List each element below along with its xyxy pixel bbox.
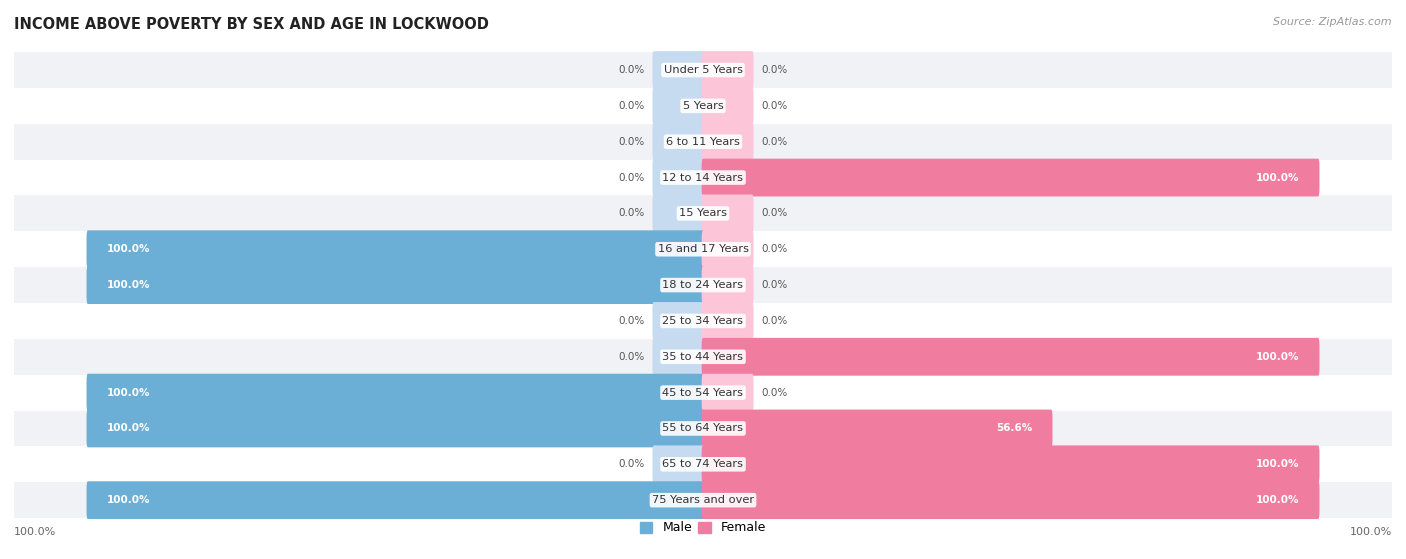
Text: 0.0%: 0.0%: [762, 244, 787, 254]
Text: 0.0%: 0.0%: [619, 209, 644, 219]
FancyBboxPatch shape: [652, 159, 704, 196]
Bar: [0, 410, 1406, 447]
FancyBboxPatch shape: [87, 266, 704, 304]
Text: 0.0%: 0.0%: [762, 137, 787, 146]
Text: 100.0%: 100.0%: [1256, 352, 1299, 362]
Text: 0.0%: 0.0%: [619, 459, 644, 470]
Bar: [0, 196, 1406, 231]
FancyBboxPatch shape: [702, 266, 754, 304]
Bar: [0, 339, 1406, 375]
Text: 25 to 34 Years: 25 to 34 Years: [662, 316, 744, 326]
Text: 100.0%: 100.0%: [1256, 173, 1299, 183]
Text: 6 to 11 Years: 6 to 11 Years: [666, 137, 740, 146]
FancyBboxPatch shape: [702, 481, 1319, 519]
FancyBboxPatch shape: [652, 302, 704, 340]
FancyBboxPatch shape: [702, 195, 754, 233]
Bar: [0, 375, 1406, 410]
Text: 18 to 24 Years: 18 to 24 Years: [662, 280, 744, 290]
Text: 0.0%: 0.0%: [762, 316, 787, 326]
Text: 75 Years and over: 75 Years and over: [652, 495, 754, 505]
Text: 100.0%: 100.0%: [1256, 495, 1299, 505]
Legend: Male, Female: Male, Female: [636, 517, 770, 539]
Text: 0.0%: 0.0%: [762, 387, 787, 397]
Text: 55 to 64 Years: 55 to 64 Years: [662, 424, 744, 433]
FancyBboxPatch shape: [702, 446, 1319, 483]
Text: Under 5 Years: Under 5 Years: [664, 65, 742, 75]
Bar: [0, 88, 1406, 124]
FancyBboxPatch shape: [87, 374, 704, 411]
FancyBboxPatch shape: [702, 338, 1319, 376]
Text: 35 to 44 Years: 35 to 44 Years: [662, 352, 744, 362]
FancyBboxPatch shape: [87, 230, 704, 268]
Bar: [0, 303, 1406, 339]
Text: 65 to 74 Years: 65 to 74 Years: [662, 459, 744, 470]
Text: 12 to 14 Years: 12 to 14 Years: [662, 173, 744, 183]
Text: 100.0%: 100.0%: [107, 495, 150, 505]
Bar: [0, 124, 1406, 160]
Bar: [0, 160, 1406, 196]
Text: 0.0%: 0.0%: [619, 352, 644, 362]
Text: 0.0%: 0.0%: [762, 65, 787, 75]
Text: 0.0%: 0.0%: [619, 65, 644, 75]
FancyBboxPatch shape: [702, 230, 754, 268]
Text: 100.0%: 100.0%: [107, 244, 150, 254]
FancyBboxPatch shape: [652, 87, 704, 125]
FancyBboxPatch shape: [702, 87, 754, 125]
Bar: [0, 447, 1406, 482]
FancyBboxPatch shape: [87, 410, 704, 447]
FancyBboxPatch shape: [87, 481, 704, 519]
Text: 0.0%: 0.0%: [619, 137, 644, 146]
Text: 45 to 54 Years: 45 to 54 Years: [662, 387, 744, 397]
Text: 100.0%: 100.0%: [1256, 459, 1299, 470]
Text: 16 and 17 Years: 16 and 17 Years: [658, 244, 748, 254]
Bar: [0, 231, 1406, 267]
Text: 0.0%: 0.0%: [762, 280, 787, 290]
FancyBboxPatch shape: [702, 51, 754, 89]
Text: 100.0%: 100.0%: [14, 527, 56, 537]
Text: 5 Years: 5 Years: [683, 101, 723, 111]
FancyBboxPatch shape: [652, 338, 704, 376]
Text: 100.0%: 100.0%: [107, 387, 150, 397]
FancyBboxPatch shape: [702, 159, 1319, 196]
FancyBboxPatch shape: [652, 51, 704, 89]
Text: 100.0%: 100.0%: [107, 280, 150, 290]
Text: 0.0%: 0.0%: [619, 101, 644, 111]
FancyBboxPatch shape: [652, 446, 704, 483]
Text: 0.0%: 0.0%: [762, 101, 787, 111]
FancyBboxPatch shape: [702, 123, 754, 160]
Text: 100.0%: 100.0%: [107, 424, 150, 433]
Text: 15 Years: 15 Years: [679, 209, 727, 219]
FancyBboxPatch shape: [652, 195, 704, 233]
Bar: [0, 267, 1406, 303]
FancyBboxPatch shape: [652, 123, 704, 160]
Text: INCOME ABOVE POVERTY BY SEX AND AGE IN LOCKWOOD: INCOME ABOVE POVERTY BY SEX AND AGE IN L…: [14, 17, 489, 32]
FancyBboxPatch shape: [702, 302, 754, 340]
Bar: [0, 482, 1406, 518]
FancyBboxPatch shape: [702, 410, 1053, 447]
Text: 0.0%: 0.0%: [619, 173, 644, 183]
Text: Source: ZipAtlas.com: Source: ZipAtlas.com: [1274, 17, 1392, 27]
Text: 0.0%: 0.0%: [762, 209, 787, 219]
Bar: [0, 52, 1406, 88]
Text: 56.6%: 56.6%: [997, 424, 1032, 433]
Text: 0.0%: 0.0%: [619, 316, 644, 326]
FancyBboxPatch shape: [702, 374, 754, 411]
Text: 100.0%: 100.0%: [1350, 527, 1392, 537]
